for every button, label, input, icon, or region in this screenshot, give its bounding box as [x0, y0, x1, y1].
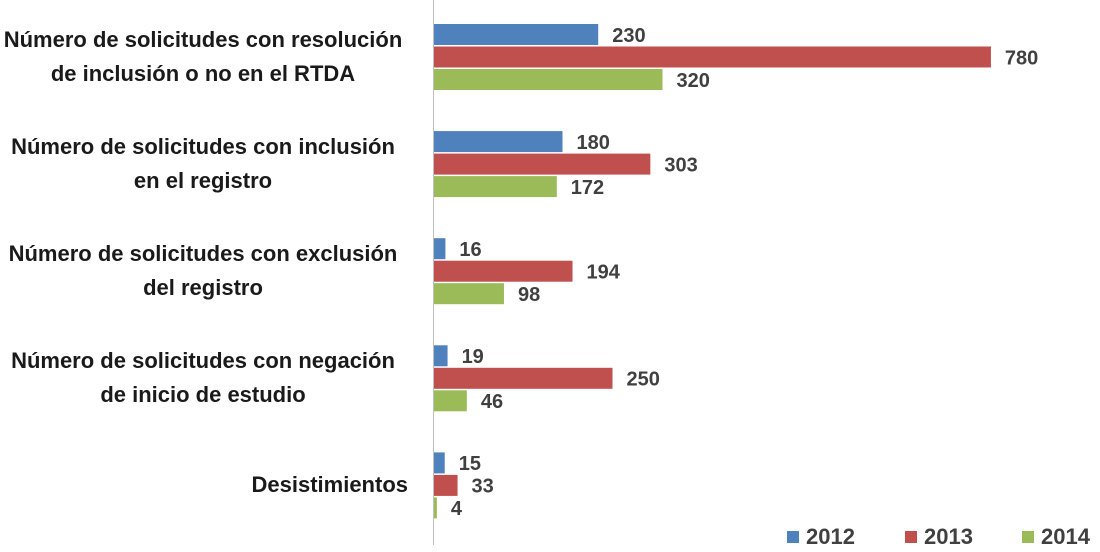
value-label: 303 [664, 154, 697, 176]
value-label: 250 [627, 369, 660, 391]
category-label: Número de solicitudes con negación de in… [11, 348, 395, 408]
bar [434, 497, 437, 519]
legend-swatch [787, 531, 799, 543]
bar [434, 474, 458, 496]
category-label: Número de solicitudes con exclusión del … [8, 241, 398, 301]
bar [434, 176, 557, 198]
category-label: Número de solicitudes con inclusión en e… [11, 134, 395, 194]
category-label-box: Número de solicitudes con inclusión en e… [0, 130, 408, 198]
bar [434, 452, 445, 474]
legend-label: 2012 [806, 524, 855, 549]
value-label: 19 [462, 346, 484, 368]
legend-swatch [1022, 531, 1034, 543]
category-label-box: Número de solicitudes con resolución de … [0, 23, 408, 91]
bar [434, 69, 663, 90]
value-label: 4 [451, 498, 463, 520]
value-label: 194 [587, 261, 621, 283]
value-label: 230 [612, 25, 645, 47]
legend-label: 2014 [1041, 524, 1091, 549]
bar [434, 131, 563, 153]
category-label-box: Número de solicitudes con exclusión del … [0, 237, 408, 305]
bar [434, 260, 573, 282]
legend-swatch [905, 531, 917, 543]
category-label-box: Número de solicitudes con negación de in… [0, 344, 408, 412]
bar [434, 390, 467, 412]
value-label: 320 [676, 70, 709, 92]
category-label: Desistimientos [251, 472, 409, 498]
bar [434, 153, 651, 175]
value-label: 172 [571, 177, 604, 199]
value-label: 15 [459, 453, 481, 475]
bar [434, 283, 504, 305]
value-label: 180 [577, 132, 610, 154]
value-label: 780 [1005, 47, 1038, 69]
bar [434, 24, 599, 45]
bar [434, 238, 446, 260]
category-label-box: Desistimientos [0, 468, 409, 502]
legend-label: 2013 [924, 524, 973, 549]
value-label: 46 [481, 391, 503, 413]
bar [434, 46, 991, 68]
category-label: Número de solicitudes con resolución de … [3, 27, 403, 86]
bar [434, 345, 448, 367]
value-label: 98 [518, 284, 540, 306]
value-label: 33 [472, 476, 494, 498]
value-label: 16 [459, 239, 481, 261]
bar [434, 367, 613, 389]
